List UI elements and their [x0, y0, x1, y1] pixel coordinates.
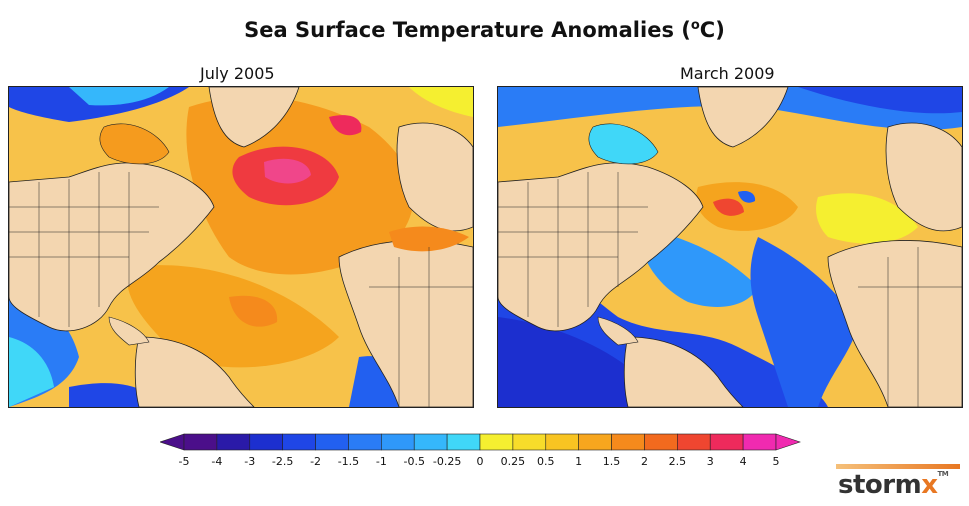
colorbar-tick-label: -0.25 [432, 455, 462, 468]
logo-accent-bar [836, 464, 960, 469]
colorbar-tick-label: 3 [706, 455, 714, 468]
colorbar-segment [413, 433, 448, 451]
colorbar-tick-label: 2 [640, 455, 648, 468]
colorbar-tick-label: -0.5 [403, 455, 425, 468]
colorbar-segment [282, 433, 316, 451]
colorbar-segment [611, 433, 645, 451]
panel-label-left: July 2005 [200, 64, 275, 83]
colorbar-tick-label: -5 [178, 455, 190, 468]
colorbar-segment [479, 433, 514, 451]
colorbar-tick-label: 2.5 [668, 455, 687, 468]
colorbar-tick-label: 1 [575, 455, 583, 468]
colorbar-tick-label: -2.5 [271, 455, 294, 468]
colorbar-labels: -5 -4 -3 -2.5 -2 -1.5 -1 -0.5 -0.25 0 0.25 0.5 1 1.5 2… [160, 455, 800, 471]
panel-label-right: March 2009 [680, 64, 775, 83]
colorbar-segment [381, 433, 415, 451]
colorbar-tick-label: 1.5 [602, 455, 621, 468]
colorbar-tick-label: -4 [211, 455, 223, 468]
colorbar-segment [742, 433, 777, 451]
map-july-2005 [8, 86, 474, 408]
colorbar-tick-label: -2 [310, 455, 322, 468]
stormx-logo: stormxTM [838, 470, 949, 500]
map-march-2009 [497, 86, 963, 408]
colorbar-segment [348, 433, 382, 451]
colorbar-segment [709, 433, 744, 451]
colorbar-tick-label: -1 [375, 455, 387, 468]
colorbar-max-arrow [775, 433, 801, 451]
colorbar-segment [249, 433, 283, 451]
colorbar-segment [183, 433, 218, 451]
colorbar-tick-label: 0 [476, 455, 484, 468]
colorbar-tick-label: -3 [244, 455, 256, 468]
colorbar-tick-label: 4 [739, 455, 747, 468]
colorbar-segment [545, 433, 579, 451]
colorbar-segment [216, 433, 251, 451]
colorbar-segment [677, 433, 711, 451]
page-title: Sea Surface Temperature Anomalies (oC) [244, 18, 725, 42]
colorbar-segment [644, 433, 678, 451]
colorbar-tick-label: 0.5 [537, 455, 555, 468]
colorbar-segment [446, 433, 481, 451]
colorbar-min-arrow [160, 433, 185, 451]
colorbar-segment [512, 433, 547, 451]
colorbar-tick-label: -1.5 [337, 455, 360, 468]
colorbar-tick-label: 0.25 [500, 455, 526, 468]
colorbar-segment [578, 433, 612, 451]
colorbar [160, 433, 801, 451]
colorbar-tick-label: 5 [772, 455, 780, 468]
colorbar-segment [315, 433, 349, 451]
